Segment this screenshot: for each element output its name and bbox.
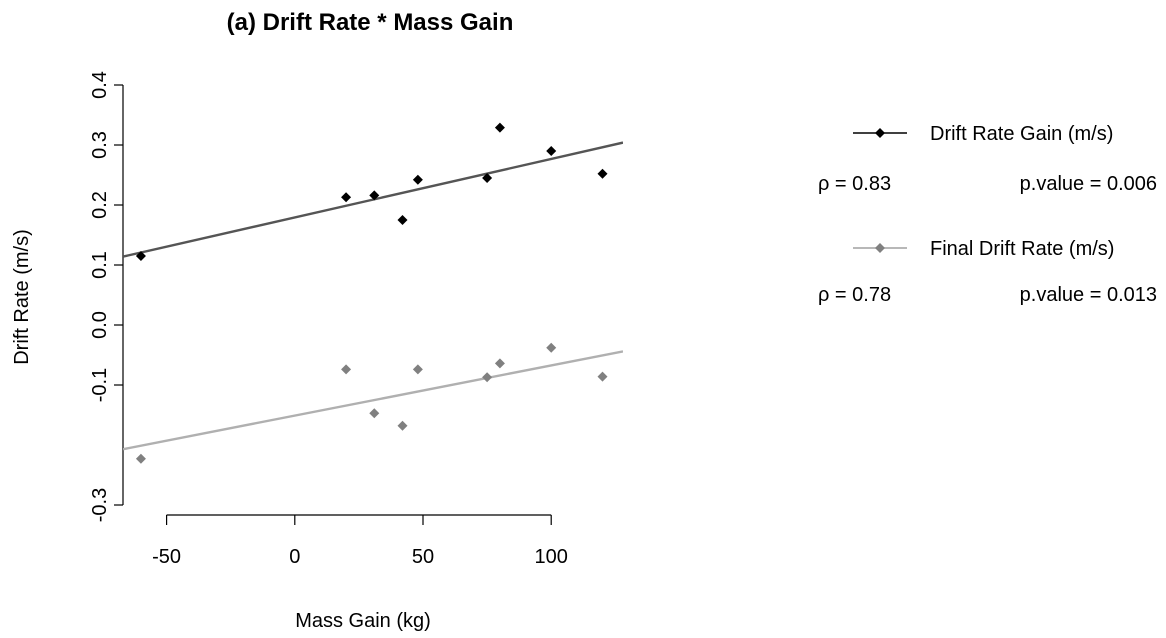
data-point-series-1: [341, 192, 352, 203]
data-point-series-1: [494, 122, 505, 133]
y-tick-label: 0.4: [89, 71, 111, 99]
data-point-series-1: [597, 168, 608, 179]
data-point-series-1: [369, 190, 380, 201]
data-point-series-2: [369, 408, 380, 419]
data-point-series-2: [412, 364, 423, 375]
x-tick-label: 100: [535, 546, 568, 568]
y-tick-label: 0.3: [89, 131, 111, 159]
data-point-series-1: [546, 146, 557, 156]
data-point-series-2: [482, 372, 493, 383]
legend-label-series-1: Drift Rate Gain (m/s): [930, 123, 1113, 145]
data-point-series-2: [135, 453, 146, 464]
legend-rho-series-2: ρ = 0.78: [818, 284, 891, 306]
y-axis-label: Drift Rate (m/s): [11, 229, 33, 365]
points-layer: [135, 122, 608, 464]
data-point-series-1: [397, 215, 408, 225]
chart-title: (a) Drift Rate * Mass Gain: [227, 9, 514, 36]
legend-marker-series-1: [875, 128, 885, 138]
data-point-series-1: [482, 173, 493, 183]
legend-label-series-2: Final Drift Rate (m/s): [930, 238, 1114, 260]
x-tick-label: 0: [289, 546, 300, 568]
data-point-series-2: [494, 358, 505, 369]
legend-marker-series-2: [875, 243, 885, 253]
data-point-series-2: [546, 342, 557, 353]
data-point-series-1: [412, 174, 423, 185]
y-tick-label: -0.1: [89, 368, 111, 402]
legend-rho-series-1: ρ = 0.83: [818, 173, 891, 195]
y-tick-label: -0.3: [89, 488, 111, 522]
y-tick-label: 0.0: [89, 311, 111, 339]
legend: Drift Rate Gain (m/s) ρ = 0.83 p.value = 0…: [818, 123, 1157, 306]
y-tick-label: 0.1: [89, 251, 111, 279]
x-axis: -50 0 50 100: [152, 514, 568, 568]
x-axis-label: Mass Gain (kg): [295, 610, 431, 632]
legend-pvalue-series-1: p.value = 0.006: [1020, 173, 1157, 195]
x-tick-label: -50: [152, 546, 181, 568]
y-tick-label: 0.2: [89, 191, 111, 219]
data-point-series-2: [341, 364, 352, 375]
x-tick-label: 50: [412, 546, 434, 568]
data-point-series-2: [597, 371, 608, 382]
fit-line-series-2: [123, 350, 623, 451]
data-point-series-2: [397, 420, 408, 431]
legend-pvalue-series-2: p.value = 0.013: [1020, 284, 1157, 306]
y-axis: -0.3 -0.1 0.0 0.1 0.2 0.3 0.4: [89, 71, 124, 522]
data-point-series-1: [135, 251, 146, 261]
plot-area: [123, 141, 623, 451]
fit-line-series-1: [123, 141, 623, 258]
